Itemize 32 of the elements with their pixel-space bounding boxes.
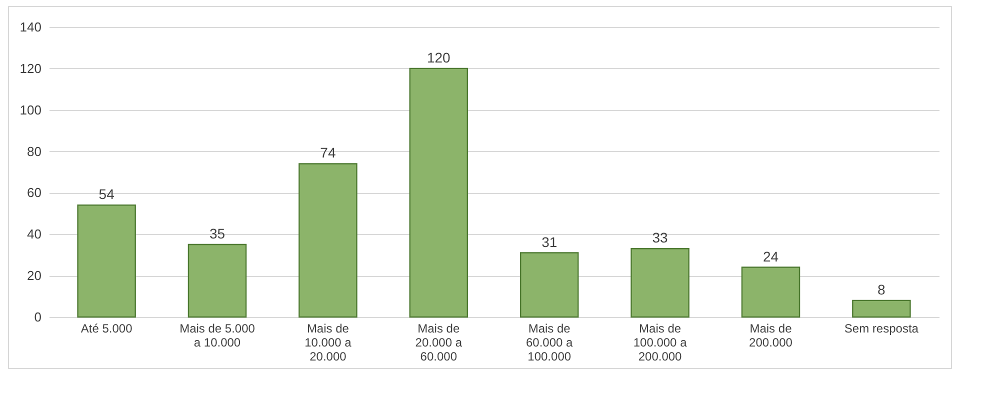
data-label: 8 [878,281,886,298]
y-tick-label: 140 [20,20,42,34]
x-tick-label: Mais de 20.000 a 60.000 [415,322,462,364]
x-tick-label: Mais de 60.000 a 100.000 [526,322,574,364]
y-tick-label: 100 [20,102,42,118]
data-label: 74 [320,144,336,161]
y-tick-label: 40 [27,226,42,242]
bar [77,204,136,318]
bar [520,252,579,318]
x-tick-label: Mais de 10.000 a 20.000 [304,322,352,364]
x-tick-label: Mais de 100.000 a 200.000 [633,322,688,364]
y-tick-label: 120 [20,60,42,76]
bar [298,163,358,318]
x-tick-label: Mais de 5.000 a 10.000 [180,322,256,350]
bar [188,244,247,318]
y-tick-label: 60 [27,185,42,200]
data-label: 35 [209,226,226,242]
bar [409,68,468,318]
data-label: 120 [426,49,451,66]
x-tick-label: Sem resposta [844,322,919,336]
bar [852,300,911,318]
y-tick-label: 20 [27,268,42,284]
data-label: 31 [542,234,558,250]
x-tick-label: Até 5.000 [80,322,133,336]
bar [741,266,800,318]
y-tick-label: 80 [27,144,42,159]
data-label: 54 [98,186,115,202]
x-tick-label: Mais de 200.000 [749,322,793,350]
data-label: 33 [652,230,668,246]
bar [630,248,690,318]
data-label: 24 [762,248,779,264]
y-tick-label: 0 [34,310,42,324]
